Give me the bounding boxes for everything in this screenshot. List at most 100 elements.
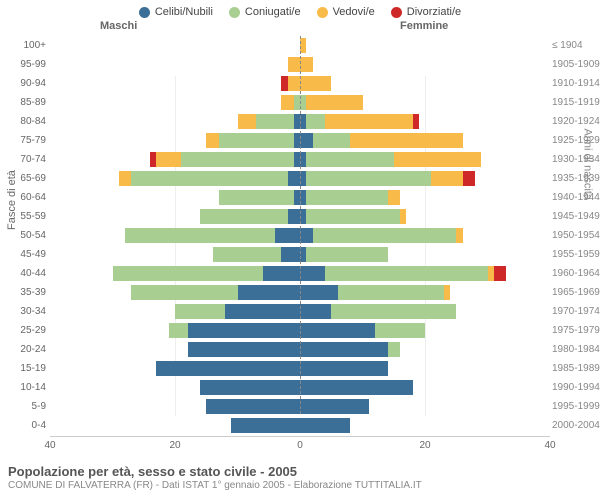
seg-ved	[281, 95, 294, 110]
female-bar	[300, 323, 550, 338]
seg-cel	[156, 361, 300, 376]
seg-cel	[300, 285, 338, 300]
legend-item: Celibi/Nubili	[139, 6, 213, 18]
seg-cel	[300, 399, 369, 414]
footer: Popolazione per età, sesso e stato civil…	[0, 460, 600, 491]
age-label: 25-29	[2, 325, 46, 336]
seg-cel	[288, 209, 301, 224]
male-bar	[50, 418, 300, 433]
seg-ved	[300, 57, 313, 72]
legend-swatch	[317, 7, 328, 18]
pyramid-chart: Fasce di età Anni di nascita Celibi/Nubi…	[0, 0, 600, 460]
seg-cel	[275, 228, 300, 243]
age-label: 80-84	[2, 116, 46, 127]
seg-cel	[238, 285, 301, 300]
age-label: 75-79	[2, 135, 46, 146]
female-bar	[300, 361, 550, 376]
seg-ved	[456, 228, 462, 243]
pyramid-row: 0-42000-2004	[50, 416, 550, 435]
seg-ved	[119, 171, 132, 186]
legend-swatch	[391, 7, 402, 18]
seg-cel	[300, 228, 313, 243]
seg-cel	[188, 342, 301, 357]
birth-year-label: 1960-1964	[552, 268, 600, 279]
birth-year-label: 1925-1929	[552, 135, 600, 146]
male-bar	[50, 190, 300, 205]
seg-con	[175, 304, 225, 319]
seg-con	[219, 133, 294, 148]
x-tick: 20	[419, 440, 430, 451]
female-bar	[300, 190, 550, 205]
x-axis: 402002040	[50, 436, 550, 456]
female-bar	[300, 38, 550, 53]
seg-con	[306, 171, 431, 186]
seg-con	[256, 114, 294, 129]
legend: Celibi/NubiliConiugati/eVedovi/eDivorzia…	[0, 0, 600, 20]
birth-year-label: 1995-1999	[552, 401, 600, 412]
birth-year-label: 1980-1984	[552, 344, 600, 355]
seg-div	[494, 266, 507, 281]
male-bar	[50, 342, 300, 357]
age-label: 35-39	[2, 287, 46, 298]
female-bar	[300, 133, 550, 148]
seg-cel	[300, 361, 388, 376]
legend-item: Vedovi/e	[317, 6, 375, 18]
birth-year-label: 1915-1919	[552, 97, 600, 108]
female-bar	[300, 285, 550, 300]
male-bar	[50, 380, 300, 395]
seg-div	[413, 114, 419, 129]
age-label: 15-19	[2, 363, 46, 374]
seg-ved	[444, 285, 450, 300]
seg-cel	[300, 304, 331, 319]
header-female: Femmine	[400, 20, 448, 32]
birth-year-label: 1940-1944	[552, 192, 600, 203]
seg-cel	[206, 399, 300, 414]
age-label: 0-4	[2, 420, 46, 431]
female-bar	[300, 399, 550, 414]
female-bar	[300, 57, 550, 72]
legend-item: Coniugati/e	[229, 6, 301, 18]
seg-con	[131, 285, 237, 300]
birth-year-label: 1970-1974	[552, 306, 600, 317]
birth-year-label: 2000-2004	[552, 420, 600, 431]
birth-year-label: 1935-1939	[552, 173, 600, 184]
seg-cel	[281, 247, 300, 262]
legend-label: Vedovi/e	[333, 6, 375, 18]
age-label: 50-54	[2, 230, 46, 241]
age-label: 90-94	[2, 78, 46, 89]
seg-cel	[200, 380, 300, 395]
male-bar	[50, 304, 300, 319]
x-tick: 0	[297, 440, 303, 451]
seg-ved	[288, 57, 301, 72]
male-bar	[50, 399, 300, 414]
seg-cel	[263, 266, 301, 281]
age-label: 5-9	[2, 401, 46, 412]
female-bar	[300, 247, 550, 262]
birth-year-label: 1985-1989	[552, 363, 600, 374]
center-line	[300, 36, 301, 414]
female-bar	[300, 418, 550, 433]
seg-con	[113, 266, 263, 281]
seg-con	[169, 323, 188, 338]
age-label: 100+	[2, 40, 46, 51]
seg-con	[306, 152, 394, 167]
seg-div	[463, 171, 476, 186]
male-bar	[50, 361, 300, 376]
female-bar	[300, 209, 550, 224]
seg-ved	[394, 152, 482, 167]
seg-ved	[238, 114, 257, 129]
seg-ved	[206, 133, 219, 148]
birth-year-label: 1920-1924	[552, 116, 600, 127]
male-bar	[50, 285, 300, 300]
male-bar	[50, 228, 300, 243]
seg-ved	[288, 76, 301, 91]
seg-ved	[156, 152, 181, 167]
seg-con	[200, 209, 288, 224]
male-bar	[50, 57, 300, 72]
male-bar	[50, 247, 300, 262]
male-bar	[50, 171, 300, 186]
seg-cel	[188, 323, 301, 338]
seg-con	[125, 228, 275, 243]
seg-cel	[300, 266, 325, 281]
age-label: 45-49	[2, 249, 46, 260]
